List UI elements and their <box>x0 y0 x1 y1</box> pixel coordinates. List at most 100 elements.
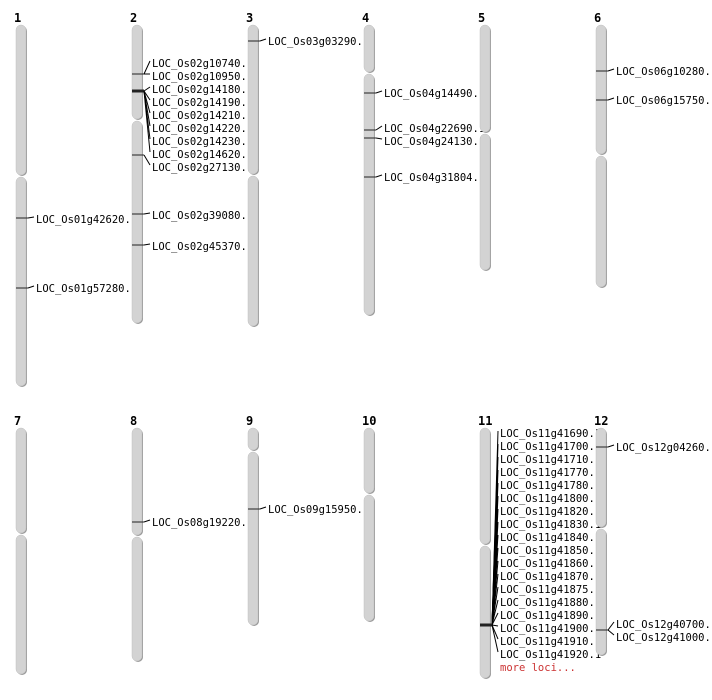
locus-label[interactable]: LOC_Os04g24130.1 <box>384 136 485 148</box>
locus-label[interactable]: LOC_Os01g42620.1 <box>36 214 137 226</box>
locus-label[interactable]: LOC_Os04g14490.1 <box>384 88 485 100</box>
locus-label[interactable]: LOC_Os11g41900.1 <box>500 623 601 635</box>
locus-label[interactable]: LOC_Os01g57280.1 <box>36 283 137 295</box>
locus-connector <box>259 38 267 42</box>
chromosome-long-arm[interactable] <box>131 536 143 662</box>
locus-label[interactable]: LOC_Os11g41920.1 <box>500 649 601 661</box>
chromosome-label: 6 <box>594 11 601 25</box>
locus-connector <box>27 285 35 289</box>
locus-label[interactable]: LOC_Os08g19220.1 <box>152 517 253 529</box>
locus-label[interactable]: LOC_Os02g14190.1 <box>152 97 253 109</box>
locus-connector <box>259 506 267 510</box>
locus-label[interactable]: LOC_Os11g41800.1 <box>500 493 601 505</box>
locus-label[interactable]: LOC_Os02g45370.1 <box>152 241 253 253</box>
chromosome-label: 4 <box>362 11 369 25</box>
locus-label[interactable]: LOC_Os11g41910.1 <box>500 636 601 648</box>
locus-label[interactable]: LOC_Os11g41700.1 <box>500 441 601 453</box>
chromosome-short-arm[interactable] <box>595 427 607 528</box>
locus-connector <box>143 90 151 153</box>
chromosome-long-arm[interactable] <box>247 451 259 626</box>
locus-label[interactable]: LOC_Os02g39080.1 <box>152 210 253 222</box>
chromosome-long-arm[interactable] <box>15 176 27 387</box>
locus-connector <box>491 612 499 626</box>
locus-label[interactable]: LOC_Os02g14230.1 <box>152 136 253 148</box>
chromosome-short-arm[interactable] <box>479 427 491 545</box>
locus-connector <box>375 90 383 94</box>
locus-label[interactable]: LOC_Os02g14210.1 <box>152 110 253 122</box>
locus-label[interactable]: LOC_Os11g41860.1 <box>500 558 601 570</box>
chromosome-long-arm[interactable] <box>479 545 491 679</box>
locus-label[interactable]: LOC_Os11g41820.1 <box>500 506 601 518</box>
locus-label[interactable]: LOC_Os02g14180.1 <box>152 84 253 96</box>
locus-label[interactable]: LOC_Os11g41780.1 <box>500 480 601 492</box>
chromosome-label: 8 <box>130 414 137 428</box>
locus-label[interactable]: LOC_Os12g41000.1 <box>616 632 712 644</box>
locus-label[interactable]: LOC_Os11g41875.1 <box>500 584 601 596</box>
locus-label[interactable]: LOC_Os11g41770.1 <box>500 467 601 479</box>
locus-label[interactable]: LOC_Os02g10740.1 <box>152 58 253 70</box>
chromosome-short-arm[interactable] <box>15 24 27 176</box>
locus-connector <box>143 90 151 101</box>
locus-connector <box>607 68 615 72</box>
chromosome-long-arm[interactable] <box>479 133 491 271</box>
chromosome-label: 3 <box>246 11 253 25</box>
locus-connector <box>607 444 615 448</box>
locus-connector <box>375 125 383 131</box>
more-loci-link[interactable]: more loci... <box>500 662 576 674</box>
locus-label[interactable]: LOC_Os11g41880.1 <box>500 597 601 609</box>
locus-label[interactable]: LOC_Os04g31804.1 <box>384 172 485 184</box>
locus-connector <box>491 599 499 626</box>
chromosome-long-arm[interactable] <box>363 494 375 622</box>
locus-connector <box>143 243 151 246</box>
locus-connector <box>491 624 499 627</box>
locus-label[interactable]: LOC_Os11g41690.1 <box>500 428 601 440</box>
locus-connector <box>143 519 151 523</box>
locus-connector <box>491 624 499 653</box>
locus-label[interactable]: LOC_Os12g40700.1 <box>616 619 712 631</box>
chromosome-label: 10 <box>362 414 376 428</box>
locus-label[interactable]: LOC_Os03g03290.1 <box>268 36 369 48</box>
chromosome-short-arm[interactable] <box>363 427 375 494</box>
chromosome-short-arm[interactable] <box>15 427 27 534</box>
chromosome-long-arm[interactable] <box>247 175 259 327</box>
locus-label[interactable]: LOC_Os06g15750.1 <box>616 95 712 107</box>
locus-label[interactable]: LOC_Os11g41830.1 <box>500 519 601 531</box>
locus-label[interactable]: LOC_Os02g10950.1 <box>152 71 253 83</box>
locus-label[interactable]: LOC_Os12g04260.1 <box>616 442 712 454</box>
locus-connector <box>491 586 499 626</box>
chromosome-short-arm[interactable] <box>131 24 143 120</box>
chromosome-short-arm[interactable] <box>595 24 607 155</box>
locus-label[interactable]: LOC_Os09g15950.1 <box>268 504 369 516</box>
locus-label[interactable]: LOC_Os02g14220.1 <box>152 123 253 135</box>
locus-label[interactable]: LOC_Os04g22690.1 <box>384 123 485 135</box>
locus-label[interactable]: LOC_Os02g14620.1 <box>152 149 253 161</box>
locus-label[interactable]: LOC_Os11g41840.1 <box>500 532 601 544</box>
chromosome-long-arm[interactable] <box>363 73 375 316</box>
chromosome-label: 5 <box>478 11 485 25</box>
chromosome-short-arm[interactable] <box>247 427 259 451</box>
locus-connector <box>375 174 383 178</box>
locus-label[interactable]: LOC_Os11g41890.1 <box>500 610 601 622</box>
chromosome-long-arm[interactable] <box>131 120 143 324</box>
chromosome-label: 1 <box>14 11 21 25</box>
chromosome-long-arm[interactable] <box>595 155 607 288</box>
locus-label[interactable]: LOC_Os11g41710.1 <box>500 454 601 466</box>
locus-connector <box>143 60 151 75</box>
locus-label[interactable]: LOC_Os02g27130.1 <box>152 162 253 174</box>
chromosome-short-arm[interactable] <box>363 24 375 73</box>
chromosome-short-arm[interactable] <box>247 24 259 175</box>
chromosome-long-arm[interactable] <box>595 528 607 656</box>
chromosome-label: 2 <box>130 11 137 25</box>
chromosome-short-arm[interactable] <box>131 427 143 536</box>
locus-label[interactable]: LOC_Os11g41870.1 <box>500 571 601 583</box>
chromosome-long-arm[interactable] <box>15 534 27 675</box>
chromosome-label: 12 <box>594 414 608 428</box>
locus-label[interactable]: LOC_Os06g10280.1 <box>616 66 712 78</box>
locus-connector <box>607 629 615 636</box>
locus-connector <box>607 97 615 101</box>
chromosome-label: 11 <box>478 414 492 428</box>
locus-connector <box>143 212 151 215</box>
locus-label[interactable]: LOC_Os11g41850.1 <box>500 545 601 557</box>
chromosome-short-arm[interactable] <box>479 24 491 133</box>
